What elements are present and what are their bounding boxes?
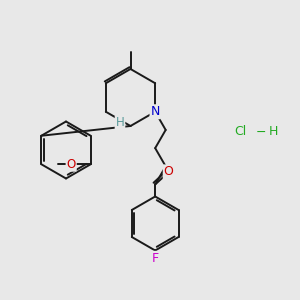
Text: Cl: Cl — [234, 125, 246, 139]
Text: N: N — [151, 105, 160, 118]
Text: H: H — [116, 116, 124, 130]
Text: O: O — [164, 165, 174, 178]
Text: H: H — [268, 125, 278, 139]
Text: F: F — [152, 252, 159, 265]
Text: O: O — [67, 158, 76, 171]
Text: −: − — [256, 125, 266, 139]
